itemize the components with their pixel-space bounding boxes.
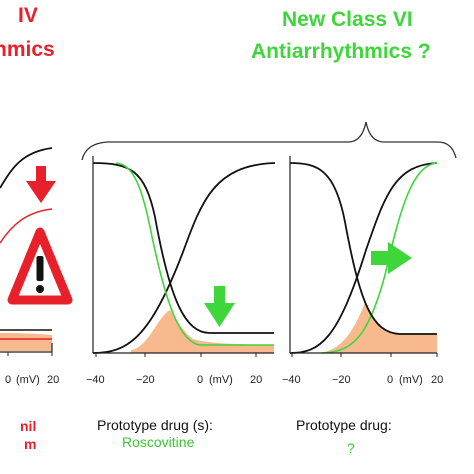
right-tick-0: 0 xyxy=(387,374,394,386)
middle-tick-neg40: −40 xyxy=(86,374,105,386)
right-tick-neg20: −20 xyxy=(332,374,351,386)
left-red-curve xyxy=(0,208,53,244)
right-title-line2: Antiarrhythmics ? xyxy=(251,40,431,63)
right-arrow-green-icon xyxy=(371,242,412,274)
down-arrow-red-icon xyxy=(26,166,56,203)
right-shifted-activation-curve xyxy=(321,162,438,354)
left-window-area xyxy=(0,333,52,351)
right-tick-20: 20 xyxy=(431,374,444,386)
left-tick-20: 20 xyxy=(47,374,60,386)
middle-inactivation-curve xyxy=(92,162,274,334)
middle-tick-unit: (mV) xyxy=(209,374,233,386)
middle-window-area xyxy=(131,310,274,353)
middle-activation-curve xyxy=(92,162,276,354)
right-caption-drug: ? xyxy=(347,440,355,456)
left-activation-curve xyxy=(0,147,53,189)
right-tick-unit: (mV) xyxy=(399,374,423,386)
middle-shifted-inactivation-curve xyxy=(115,162,274,346)
right-window-area xyxy=(320,303,437,353)
right-panel xyxy=(289,156,438,357)
right-title-line1: New Class VI xyxy=(282,8,413,31)
left-caption-line2: m xyxy=(24,436,37,452)
right-inactivation-curve xyxy=(289,162,437,335)
middle-panel xyxy=(92,156,276,357)
left-title-line2: hmics xyxy=(0,38,55,61)
right-caption-label: Prototype drug: xyxy=(296,417,392,433)
left-title-line1: IV xyxy=(18,4,38,27)
middle-tick-20: 20 xyxy=(250,374,263,386)
left-tick-0: 0 xyxy=(5,374,12,386)
group-brace xyxy=(81,121,457,161)
right-activation-curve xyxy=(289,162,438,354)
middle-caption-label: Prototype drug (s): xyxy=(97,417,213,433)
middle-caption-drug: Roscovitine xyxy=(122,434,195,450)
middle-tick-neg20: −20 xyxy=(136,374,155,386)
left-panel xyxy=(0,147,73,356)
warning-triangle-icon xyxy=(7,227,73,305)
left-caption-line1: nil xyxy=(20,418,37,434)
left-tick-unit: (mV) xyxy=(16,374,40,386)
right-tick-neg40: −40 xyxy=(282,374,301,386)
middle-tick-0: 0 xyxy=(197,374,204,386)
down-arrow-green-icon xyxy=(204,286,235,327)
